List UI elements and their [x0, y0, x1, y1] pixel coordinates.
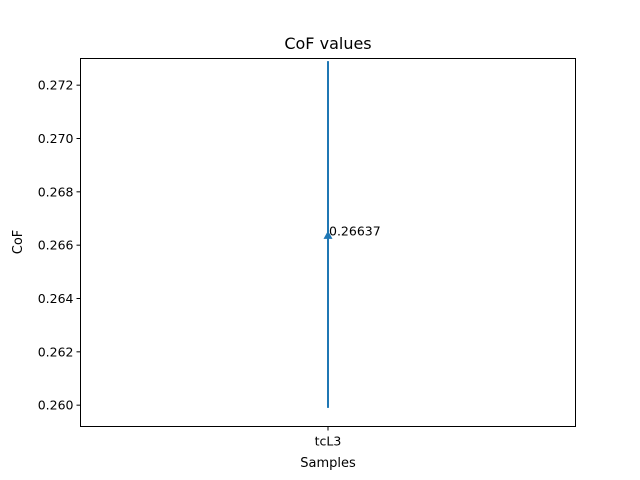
x-axis: tcL3	[315, 426, 342, 449]
y-tick-label: 0.270	[38, 131, 74, 146]
y-tick-label: 0.268	[38, 184, 74, 199]
y-axis-label: CoF	[11, 230, 26, 255]
y-tick-label: 0.264	[38, 291, 74, 306]
data-label: 0.26637	[329, 223, 381, 238]
data-point-marker	[323, 230, 333, 239]
chart-title: CoF values	[284, 34, 371, 53]
x-axis-label: Samples	[300, 456, 356, 471]
x-tick-label: tcL3	[315, 434, 342, 449]
y-tick-label: 0.272	[38, 78, 74, 93]
y-axis: 0.260 0.262 0.264 0.266 0.268 0.270 0.272	[38, 78, 81, 413]
plot-area: 0.26637	[323, 61, 381, 408]
y-tick-label: 0.266	[38, 238, 74, 253]
y-tick-label: 0.262	[38, 344, 74, 359]
y-tick-label: 0.260	[38, 398, 74, 413]
